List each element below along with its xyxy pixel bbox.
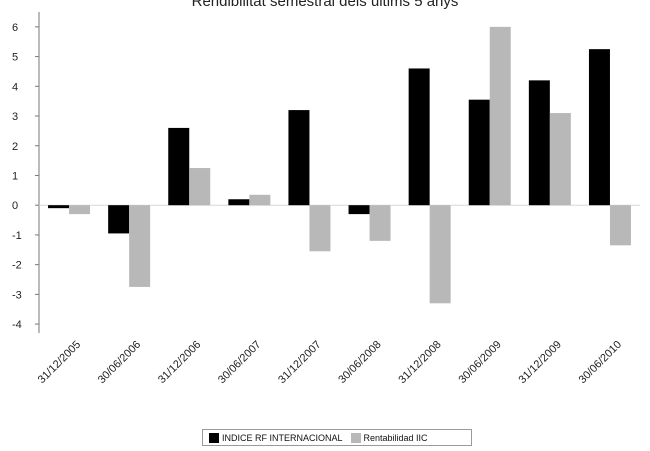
legend-label-rentabilidad: Rentabilidad IIC xyxy=(363,432,428,443)
y-tick-label: 3 xyxy=(12,111,18,123)
bar-indice xyxy=(228,199,250,206)
y-tick-label: -3 xyxy=(12,289,22,301)
x-tick-label: 30/06/2006 xyxy=(96,339,143,386)
legend-item-rentabilidad: Rentabilidad IIC xyxy=(350,432,428,443)
y-tick-label: 5 xyxy=(12,52,18,64)
x-tick-label: 30/06/2008 xyxy=(336,339,383,386)
bar-rentabilidad xyxy=(189,168,211,206)
x-tick-label: 31/12/2006 xyxy=(156,339,203,386)
y-tick-label: 2 xyxy=(12,141,18,153)
bar-indice xyxy=(588,49,610,206)
bar-rentabilidad xyxy=(549,113,571,206)
chart-title: Rendibilitat semestral dels últims 5 any… xyxy=(191,0,459,10)
y-tick-label: -4 xyxy=(12,319,22,331)
x-tick-label: 30/06/2009 xyxy=(456,339,503,386)
bar-rentabilidad xyxy=(129,205,151,287)
x-tick-label: 30/06/2007 xyxy=(216,339,263,386)
bar-indice xyxy=(168,127,190,206)
x-tick-label: 31/12/2008 xyxy=(396,339,443,386)
x-tick-label: 31/12/2005 xyxy=(36,339,83,386)
bar-rentabilidad xyxy=(489,26,511,206)
x-tick-label: 31/12/2009 xyxy=(517,339,564,386)
legend-label-indice: INDICE RF INTERNACIONAL xyxy=(222,432,343,443)
bar-rentabilidad xyxy=(369,205,391,241)
bar-indice xyxy=(288,110,310,206)
bar-indice xyxy=(48,205,70,209)
legend-swatch-rentabilidad xyxy=(350,432,361,443)
legend: INDICE RF INTERNACIONAL Rentabilidad IIC xyxy=(202,429,472,446)
x-tick-label: 31/12/2007 xyxy=(276,339,323,386)
bar-rentabilidad xyxy=(309,205,331,252)
bar-rentabilidad xyxy=(69,205,91,215)
y-tick-label: 1 xyxy=(12,170,18,182)
bar-indice xyxy=(408,68,430,206)
y-tick-label: -1 xyxy=(12,230,22,242)
x-tick-label: 30/06/2010 xyxy=(577,339,624,386)
legend-item-indice: INDICE RF INTERNACIONAL xyxy=(209,432,343,443)
bar-indice xyxy=(348,205,370,215)
y-tick-label: 6 xyxy=(12,22,18,34)
y-tick-label: 4 xyxy=(12,81,18,93)
bar-rentabilidad xyxy=(429,205,451,304)
bar-indice xyxy=(528,80,550,206)
bar-rentabilidad xyxy=(609,205,631,246)
bar-indice xyxy=(468,99,490,206)
legend-swatch-indice xyxy=(209,432,219,443)
y-tick-label: -2 xyxy=(12,260,22,272)
bar-rentabilidad xyxy=(249,194,271,206)
y-tick-label: 0 xyxy=(12,200,18,212)
bar-indice xyxy=(108,205,130,234)
